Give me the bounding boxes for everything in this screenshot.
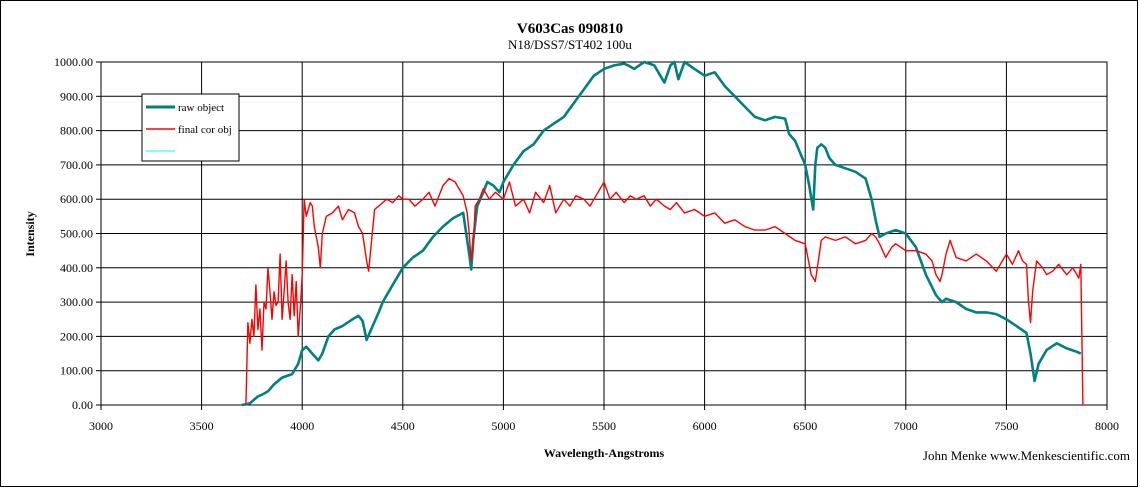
- x-tick-label: 8000: [1095, 419, 1119, 433]
- legend-label-raw-object: raw object: [178, 102, 224, 114]
- grid-lines: [96, 61, 1108, 410]
- legend-label-final-cor-obj: final cor obj: [178, 124, 232, 136]
- x-tick-label: 7500: [994, 419, 1018, 433]
- y-tick-label: 700.00: [60, 158, 93, 172]
- x-tick-label: 6500: [793, 419, 817, 433]
- y-tick-label: 500.00: [60, 227, 93, 241]
- x-tick-label: 4500: [391, 419, 415, 433]
- y-axis-title: Intensity: [23, 211, 37, 256]
- y-tick-label: 100.00: [60, 364, 93, 378]
- x-tick-label: 3500: [190, 419, 214, 433]
- x-tick-label: 6000: [693, 419, 717, 433]
- x-tick-label: 5000: [491, 419, 515, 433]
- legend-box: [141, 93, 240, 162]
- y-tick-label: 900.00: [60, 89, 93, 103]
- y-tick-label: 600.00: [60, 192, 93, 206]
- x-tick-label: 5500: [592, 419, 616, 433]
- y-tick-label: 0.00: [72, 398, 93, 412]
- series-layer: [241, 60, 1084, 407]
- y-tick-label: 300.00: [60, 295, 93, 309]
- credit-text: John Menke www.Menkescientific.com: [923, 448, 1130, 463]
- y-tick-label: 200.00: [60, 329, 93, 343]
- chart-subtitle: N18/DSS7/ST402 100u: [508, 37, 632, 52]
- tick-labels: 3000 3500 4000 4500 5000 5500 6000 6500 7000 7500…: [54, 55, 1119, 433]
- x-tick-label: 3000: [89, 419, 113, 433]
- series-line-final-cor-obj: [245, 177, 1084, 406]
- plot-area: [100, 61, 1108, 406]
- x-tick-label: 7000: [894, 419, 918, 433]
- y-tick-label: 1000.00: [54, 55, 93, 69]
- series-line-raw-object: [241, 60, 1082, 407]
- legend: raw object final cor obj: [141, 93, 240, 162]
- chart-title: V603Cas 090810: [517, 21, 623, 37]
- x-axis-title: Wavelength-Angstroms: [544, 446, 665, 460]
- y-tick-label: 400.00: [60, 261, 93, 275]
- x-tick-label: 4000: [290, 419, 314, 433]
- y-tick-label: 800.00: [60, 124, 93, 138]
